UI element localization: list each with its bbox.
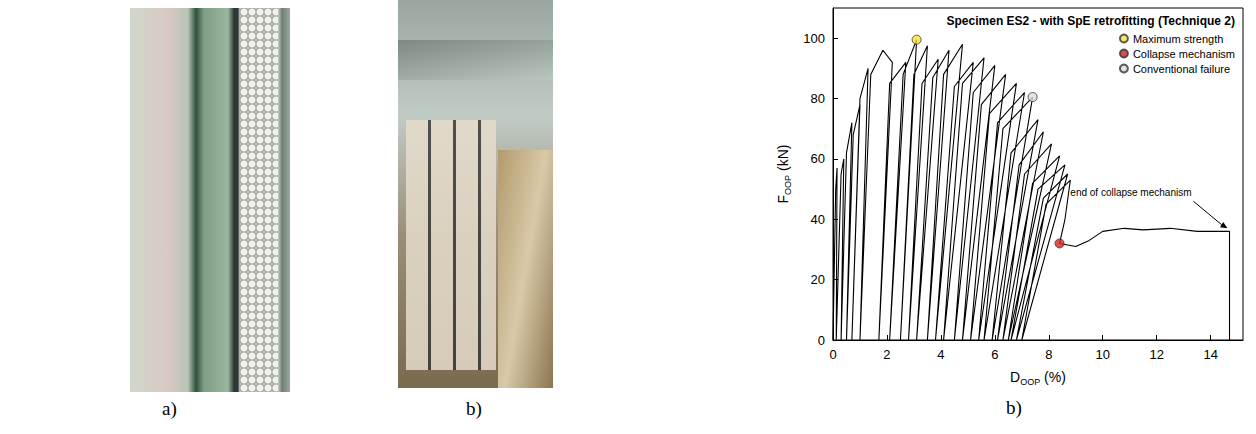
svg-text:F: F [775,195,791,204]
html-text:b): b) [466,398,482,419]
svg-text:12: 12 [1149,347,1163,362]
svg-text:Maximum strength: Maximum strength [1133,33,1223,45]
svg-text:60: 60 [811,151,825,166]
svg-text:Specimen: Specimen [947,14,1007,28]
svg-text:Conventional failure: Conventional failure [1133,63,1230,75]
svg-text:4: 4 [937,347,944,362]
svg-text:2: 2 [883,347,890,362]
svg-text:40: 40 [811,212,825,227]
svg-text:OOP: OOP [1020,377,1040,387]
svg-text:6: 6 [991,347,998,362]
svg-text:0: 0 [829,347,836,362]
svg-text:14: 14 [1203,347,1217,362]
svg-text:(kN): (kN) [775,145,791,175]
svg-text:end of collapse mechanism: end of collapse mechanism [1070,187,1191,198]
svg-text:8: 8 [1045,347,1052,362]
svg-text:100: 100 [803,31,825,46]
svg-text:20: 20 [811,272,825,287]
svg-text:b): b) [1006,397,1022,419]
html-text:a): a) [162,398,177,419]
svg-text:0: 0 [818,333,825,348]
svg-text:OOP: OOP [783,175,793,195]
svg-text:80: 80 [811,91,825,106]
svg-text:- with SpE retrofitting (Techn: - with SpE retrofitting (Technique 2) [1029,14,1235,28]
svg-text:(%): (%) [1040,369,1066,385]
svg-text:10: 10 [1096,347,1110,362]
svg-text:D: D [1010,369,1020,385]
svg-text:Collapse mechanism: Collapse mechanism [1133,48,1235,60]
svg-text:ES2: ES2 [1007,14,1030,28]
